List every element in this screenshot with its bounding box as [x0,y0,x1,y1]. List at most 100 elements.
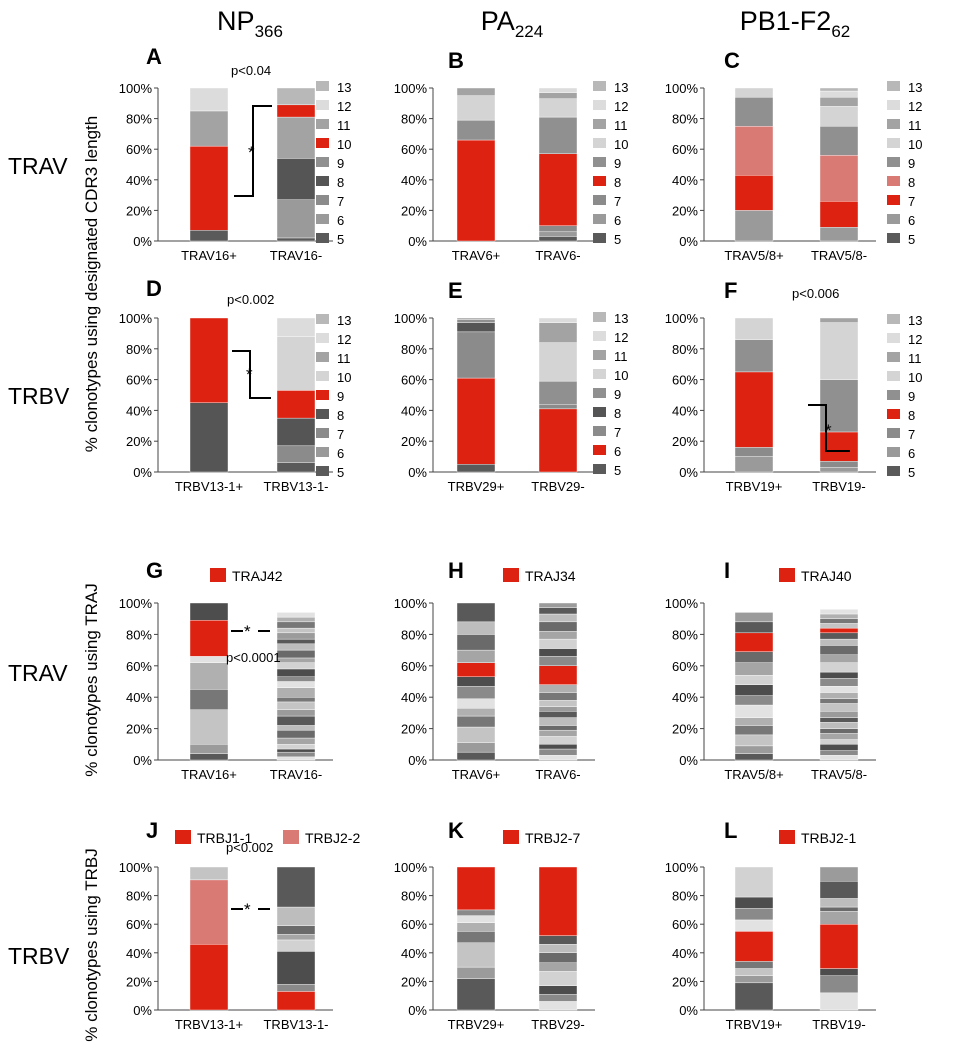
bar-segment [456,662,496,677]
bar-segment [538,725,578,731]
bar-segment [819,317,859,323]
bar-segment [538,380,578,405]
bar-segment [456,698,496,709]
bar-segment [538,231,578,237]
legend-label: 11 [614,349,628,364]
y-tick-label: 20% [401,974,427,989]
bar-segment [276,158,316,200]
legend-label: 8 [614,406,621,421]
legend-swatch [593,81,606,91]
legend-swatch [316,233,329,243]
bar-segment [734,896,774,909]
x-tick-label: TRBV19- [812,479,865,494]
y-tick-label: 80% [126,112,152,127]
legend-swatch [316,409,329,419]
row-label-trav-j: TRAV [8,660,68,686]
y-tick-label: 20% [126,203,152,218]
bar-segment [456,377,496,465]
bar-segment [819,678,859,687]
bar-segment [538,656,578,667]
bar-segment [456,634,496,651]
y-tick-label: 80% [672,112,698,127]
legend-swatch [210,568,226,582]
bar-segment [456,322,496,333]
legend-swatch [316,100,329,110]
legend-label: 6 [337,213,344,228]
panel-b: B 0% 20% 40% 60% 80% 100% TRAV6+ TRAV6- 13 12 11 10 9… [394,48,629,263]
bar-segment [456,707,496,717]
legend-swatch [887,371,900,381]
legend-swatch [316,81,329,91]
bar-segment [456,715,496,728]
x-tick-label: TRAV6- [535,767,580,782]
legend-label: 6 [614,444,621,459]
bar-segment [734,684,774,696]
bar-segment [276,984,316,992]
bar-segment [276,697,316,703]
bar-segment [538,153,578,226]
legend-label: 13 [614,311,628,326]
bar-segment [538,602,578,608]
column-header-np366: NP366 [217,6,283,41]
x-tick-label: TRAV16+ [181,767,237,782]
bar-segment [819,906,859,912]
legend-label: 5 [614,463,621,478]
bar-segment [456,319,496,323]
bar-segment [276,638,316,645]
legend-label: 8 [614,175,621,190]
column-header-name: NP [217,6,255,36]
legend-label: 9 [337,156,344,171]
panel-c: C 0% 20% 40% 60% 80% 100% TRAV5/8+ TRAV5/8- 13 12 1… [665,48,923,263]
bar-segment [819,461,859,468]
y-tick-label: 80% [672,889,698,904]
bar-segment [538,236,578,242]
bar-segment [276,612,316,618]
legend-label: 12 [908,332,922,347]
y-tick-label: 40% [672,690,698,705]
legend-swatch [887,157,900,167]
bar-segment [819,717,859,723]
y-tick-label: 80% [401,112,427,127]
y-tick-label: 80% [401,342,427,357]
bar-segment [276,715,316,726]
legend-swatch [779,568,795,582]
bar-segment [538,225,578,233]
x-tick-label: TRAV16+ [181,248,237,263]
x-tick-label: TRAV5/8- [811,248,867,263]
bar-segment [189,110,229,147]
bar-segment [276,866,316,908]
legend-label: TRBJ2-2 [305,830,360,846]
x-tick-label: TRBV13-1+ [175,1017,243,1032]
y-tick-label: 20% [126,974,152,989]
panel-h: H 0% 20% 40% 60% 80% 100% TRAV6+ TRAV6- TRAJ34 [394,558,595,782]
y-tick-label: 100% [665,860,699,875]
bar-segment [819,881,859,899]
bar-segment [819,703,859,712]
y-tick-label: 0% [408,234,427,249]
bar-segment [819,90,859,98]
bar-segment [819,692,859,699]
legend-swatch [887,214,900,224]
y-tick-label: 0% [679,465,698,480]
x-tick-label: TRAV5/8+ [724,248,783,263]
y-tick-label: 80% [126,889,152,904]
bar-segment [819,722,859,729]
bar-segment [819,744,859,751]
y-tick-label: 100% [394,81,428,96]
legend-label: 11 [614,118,628,133]
panel-letter: K [448,818,464,843]
bar-segment [538,404,578,410]
column-header-pb1f2-62: PB1-F262 [740,6,850,41]
bar-segment [276,939,316,952]
bar-segment [734,919,774,932]
bar-segment [456,922,496,932]
legend-swatch [593,214,606,224]
bar-segment [189,709,229,745]
bar-segment [538,717,578,726]
x-tick-label: TRAV16- [270,248,323,263]
y-tick-label: 40% [126,690,152,705]
bar-segment [819,467,859,473]
y-tick-label: 100% [394,860,428,875]
bar-segment [734,717,774,726]
x-tick-label: TRBV19- [812,1017,865,1032]
